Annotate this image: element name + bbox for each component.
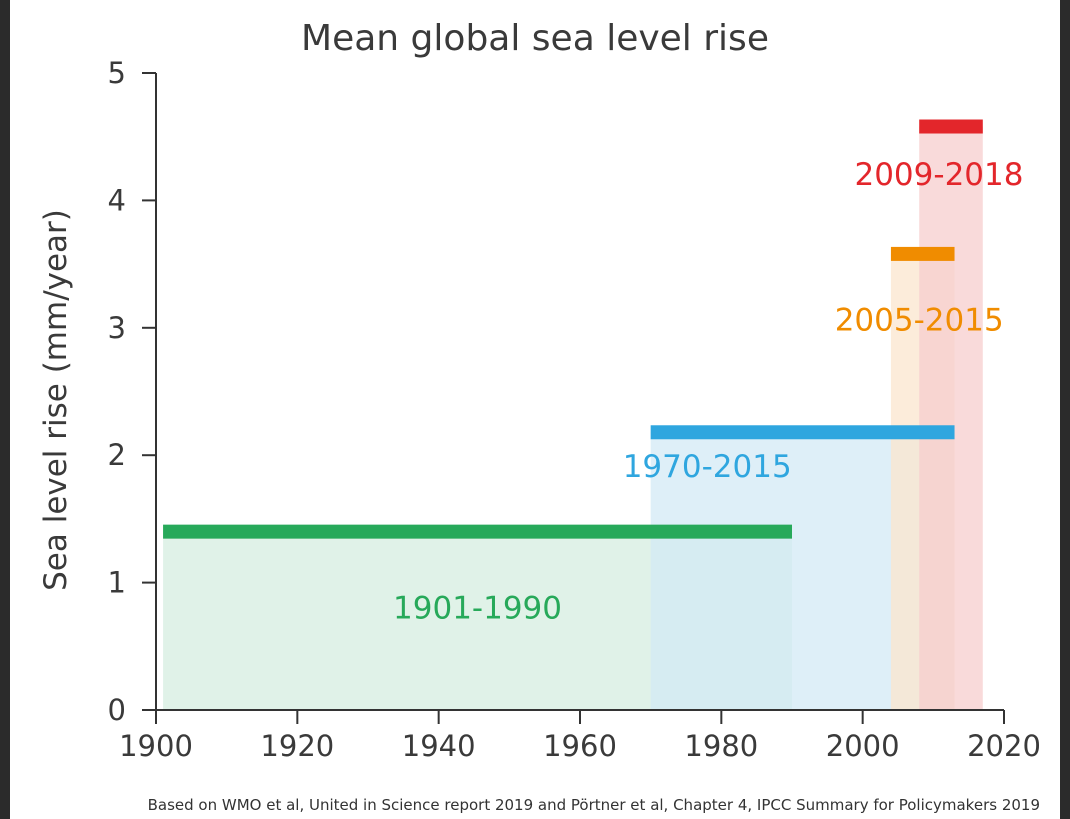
- x-tick-label-2000: 2000: [826, 729, 900, 763]
- period-fill-2009-2018: [919, 127, 983, 710]
- y-tick-label-4: 4: [108, 183, 126, 217]
- series-label-2005-2015: 2005-2015: [835, 302, 1004, 338]
- y-tick-label-5: 5: [108, 56, 126, 90]
- series-label-1901-1990: 1901-1990: [393, 590, 562, 626]
- x-tick-label-1940: 1940: [402, 729, 476, 763]
- x-tick-label-1900: 1900: [119, 729, 193, 763]
- x-tick-label-2020: 2020: [967, 729, 1041, 763]
- series-label-2009-2018: 2009-2018: [854, 157, 1023, 193]
- rate-bar-1901-1990: [163, 525, 792, 539]
- y-tick-label-3: 3: [108, 311, 126, 345]
- x-tick-label-1920: 1920: [260, 729, 334, 763]
- source-note: Based on WMO et al, United in Science re…: [0, 796, 1070, 814]
- rate-bar-1970-2015: [651, 425, 955, 439]
- y-tick-label-2: 2: [108, 438, 126, 472]
- y-tick-label-1: 1: [108, 566, 126, 600]
- rate-bar-2009-2018: [919, 120, 983, 134]
- x-tick-label-1980: 1980: [684, 729, 758, 763]
- rate-bar-2005-2015: [891, 247, 955, 261]
- y-tick-label-0: 0: [108, 693, 126, 727]
- series-label-1970-2015: 1970-2015: [623, 449, 792, 485]
- x-tick-label-1960: 1960: [543, 729, 617, 763]
